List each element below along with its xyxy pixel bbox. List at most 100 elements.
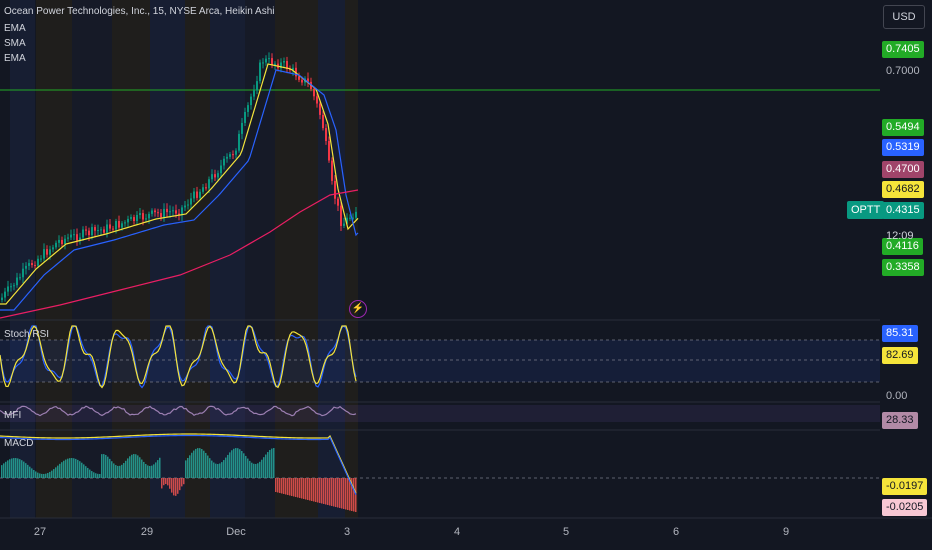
candle-body xyxy=(169,211,171,213)
currency-button[interactable]: USD xyxy=(883,5,925,29)
candle-body xyxy=(232,154,234,156)
macd-histogram-bar xyxy=(121,464,123,478)
macd-histogram-bar xyxy=(253,463,255,478)
macd-histogram-bar xyxy=(261,459,263,478)
stoch-rsi-label[interactable]: Stoch RSI xyxy=(4,329,50,340)
candle-body xyxy=(316,96,318,104)
macd-histogram-bar xyxy=(47,472,49,478)
macd-histogram-bar xyxy=(93,472,95,478)
mfi-label[interactable]: MFI xyxy=(4,410,22,421)
candle-body xyxy=(172,210,174,212)
price-axis-badge: 0.5319 xyxy=(882,139,924,156)
macd-histogram-bar xyxy=(225,457,227,478)
candle-body xyxy=(88,230,90,236)
candle-body xyxy=(331,160,333,181)
macd-histogram-bar xyxy=(353,478,355,512)
macd-histogram-bar xyxy=(193,450,195,478)
macd-histogram-bar xyxy=(75,458,77,478)
indicator-ema-fast-label[interactable]: EMA xyxy=(4,23,26,34)
candle-body xyxy=(220,165,222,174)
macd-histogram-bar xyxy=(223,460,225,478)
price-axis-badge: 0.4315 xyxy=(882,202,924,219)
macd-histogram-bar xyxy=(37,472,39,478)
candle-body xyxy=(211,174,213,180)
macd-histogram-bar xyxy=(55,467,57,478)
macd-histogram-bar xyxy=(205,452,207,478)
macd-histogram-bar xyxy=(43,473,45,478)
macd-histogram-bar xyxy=(303,478,305,499)
macd-histogram-bar xyxy=(79,461,81,478)
session-band xyxy=(185,0,210,518)
macd-histogram-bar xyxy=(325,478,327,505)
candle-body xyxy=(85,229,87,231)
macd-histogram-bar xyxy=(339,478,341,508)
macd-histogram-bar xyxy=(331,478,333,506)
macd-histogram-bar xyxy=(355,478,357,512)
macd-histogram-bar xyxy=(71,458,73,478)
macd-histogram-bar xyxy=(49,471,51,478)
candle-body xyxy=(244,111,246,123)
macd-histogram-bar xyxy=(255,463,257,478)
macd-histogram-bar xyxy=(107,456,109,478)
candle-body xyxy=(37,258,39,266)
macd-histogram-bar xyxy=(209,458,211,478)
macd-histogram-bar xyxy=(83,464,85,478)
macd-histogram-bar xyxy=(9,459,11,478)
symbol-badge[interactable]: OPTT xyxy=(847,201,885,219)
macd-histogram-bar xyxy=(335,478,337,507)
macd-label[interactable]: MACD xyxy=(4,438,34,449)
price-axis-badge: -0.0197 xyxy=(882,478,928,495)
candle-body xyxy=(346,217,348,224)
candle-body xyxy=(283,61,285,63)
candle-body xyxy=(52,247,54,250)
candle-body xyxy=(229,154,231,157)
candle-body xyxy=(265,58,267,63)
flash-event-icon[interactable]: ⚡ xyxy=(349,300,367,318)
candle-body xyxy=(352,217,354,219)
candle-body xyxy=(199,191,201,198)
indicator-sma-label[interactable]: SMA xyxy=(4,38,26,49)
candle-body xyxy=(223,158,225,166)
macd-histogram-bar xyxy=(271,448,273,478)
macd-signal-line xyxy=(0,434,357,495)
candle-body xyxy=(226,156,228,159)
candle-body xyxy=(79,237,81,241)
candle-body xyxy=(319,103,321,115)
candle-body xyxy=(160,213,162,218)
candle-body xyxy=(34,265,36,267)
macd-histogram-bar xyxy=(245,455,247,478)
macd-histogram-bar xyxy=(293,478,295,497)
macd-histogram-bar xyxy=(187,457,189,478)
macd-histogram-bar xyxy=(81,462,83,478)
candle-body xyxy=(91,227,93,236)
macd-histogram-bar xyxy=(111,461,113,478)
chart-title: Ocean Power Technologies, Inc., 15, NYSE… xyxy=(4,6,275,17)
macd-histogram-bar xyxy=(349,478,351,511)
indicator-ema-slow-label[interactable]: EMA xyxy=(4,53,26,64)
macd-histogram-bar xyxy=(33,470,35,478)
sma-line xyxy=(0,69,359,311)
macd-histogram-bar xyxy=(213,462,215,478)
macd-histogram-bar xyxy=(7,460,9,478)
macd-histogram-bar xyxy=(15,458,17,478)
macd-histogram-bar xyxy=(341,478,343,509)
candle-body xyxy=(256,81,258,91)
macd-histogram-bar xyxy=(31,468,33,478)
macd-histogram-bar xyxy=(173,478,175,496)
candle-body xyxy=(301,79,303,83)
macd-histogram-bar xyxy=(115,465,117,478)
macd-histogram-bar xyxy=(263,457,265,478)
price-axis-badge: 0.4682 xyxy=(882,181,924,198)
macd-histogram-bar xyxy=(97,473,99,478)
macd-histogram-bar xyxy=(53,469,55,478)
time-axis-label: 5 xyxy=(562,526,570,538)
candle-body xyxy=(208,179,210,189)
macd-histogram-bar xyxy=(91,471,93,478)
candle-body xyxy=(235,150,237,155)
candle-body xyxy=(118,221,120,228)
candle-body xyxy=(121,223,123,228)
session-band xyxy=(72,0,112,518)
macd-histogram-bar xyxy=(131,454,133,478)
